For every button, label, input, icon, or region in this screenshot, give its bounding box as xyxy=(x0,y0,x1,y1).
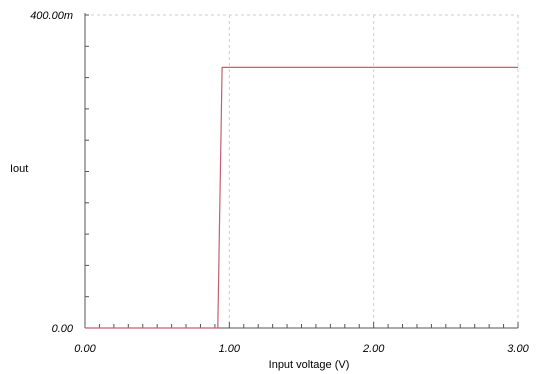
y-tick-label: 400.00m xyxy=(30,10,73,22)
axes xyxy=(84,13,518,329)
y-tick-label: 0.00 xyxy=(52,323,74,335)
x-tick-labels: 0.00 1.00 2.00 3.00 xyxy=(74,343,529,355)
series-line xyxy=(85,66,518,329)
minor-ticks xyxy=(84,14,519,329)
y-axis-title: Iout xyxy=(10,163,28,175)
series-layer xyxy=(85,66,518,329)
y-tick-labels: 0.00 400.00m xyxy=(30,10,74,335)
x-tick-label: 2.00 xyxy=(362,343,385,355)
x-tick-label: 1.00 xyxy=(219,343,241,355)
x-tick-label: 3.00 xyxy=(507,343,529,355)
x-tick-label: 0.00 xyxy=(74,343,96,355)
x-axis-title: Input voltage (V) xyxy=(269,359,350,371)
grid-lines xyxy=(85,14,519,328)
